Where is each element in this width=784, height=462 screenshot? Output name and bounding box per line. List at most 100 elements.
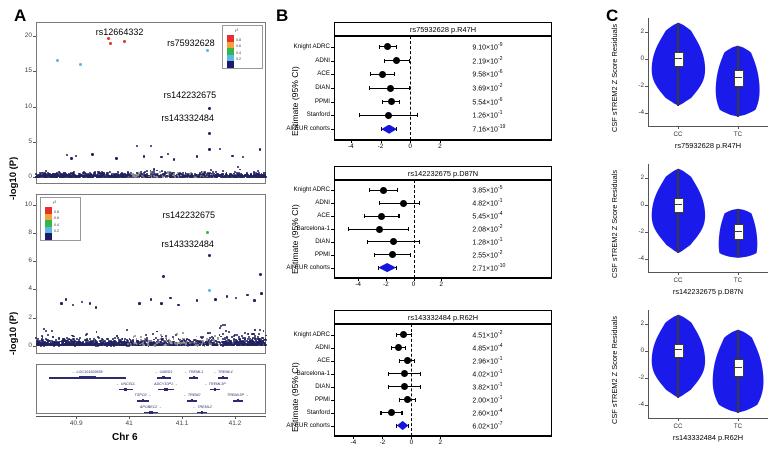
forest-frame [334,36,552,140]
snp-point [251,175,254,178]
snp-point [236,165,239,168]
snp-point [169,171,172,174]
x-tick-mark [678,418,679,421]
snp-point [155,336,158,339]
x-tick-label: 2 [438,143,442,150]
snp-point [126,172,129,175]
snp-point [224,175,227,178]
snp-point [187,341,190,344]
snp-point [64,173,67,176]
snp-point [221,170,224,173]
x-tick-label: 2 [439,281,443,288]
snp-point [154,344,157,347]
snp-point [235,338,237,341]
snp-point [254,172,257,174]
snp-point [134,175,137,178]
snp-point [253,335,256,338]
snp-point [202,172,205,175]
snp-point [127,171,130,173]
snp-point [121,174,124,177]
snp-point [70,157,73,160]
snp-point [61,174,64,177]
snp-point [260,173,263,176]
snp-point [61,175,64,178]
snp-point [228,172,231,175]
snp-point [41,171,43,174]
p-value: 3.82×10-1 [472,381,503,391]
p-value: 1.28×10-1 [472,236,503,247]
snp-point [67,339,69,341]
gene-exon [78,376,96,379]
ci-cap-high [395,44,397,49]
snp-point [171,175,174,178]
y-tick-mark [645,112,648,114]
snp-point [254,175,257,178]
snp-point [167,171,170,174]
snp-point [186,175,189,178]
snp-point [225,173,228,176]
x-tick-label: 41.2 [228,420,242,427]
snp-point [104,174,106,176]
ci-cap-high [419,384,421,389]
ci-cap-high [414,358,416,363]
y-tick-label: 2 [640,319,644,327]
snp-point [76,175,79,177]
snp-point [75,175,78,178]
snp-point [211,170,214,173]
snp-point [245,175,248,178]
snp-point [175,175,178,178]
snp-point [197,173,200,176]
legend-swatch [45,213,52,221]
snp-point [207,173,210,175]
snp-point [257,175,260,178]
snp-point [112,339,115,342]
snp-point [242,175,244,178]
p-value: 7.16×10-19 [472,124,506,134]
snp-point [164,173,167,175]
snp-point [116,173,119,176]
snp-point [258,174,261,177]
snp-point [101,175,104,178]
snp-point [74,174,77,177]
p-value: 2.19×10-2 [472,55,503,65]
cohort-tick [331,216,334,218]
snp-point [169,342,172,345]
cohort-label: Barcelona-1 [296,225,330,232]
cohort-label: PPMI [314,97,330,105]
snp-point [89,171,92,174]
snp-point [195,335,198,338]
ci-cap-high [410,252,412,257]
snp-point [223,323,226,326]
snp-point [225,329,228,332]
p-value: 3.85×10-5 [472,185,503,195]
cohort-label: ACE [317,356,330,364]
p-value: 2.60×10-4 [472,407,503,417]
snp-point [157,338,160,341]
gene-exon [236,399,239,402]
snp-point [49,174,52,177]
snp-point [166,175,169,178]
snp-point [86,342,89,345]
legend-swatch [227,48,234,55]
y-tick-label: 8 [28,229,32,237]
snp-point [63,175,66,178]
snp-point [156,174,159,177]
snp-point [161,172,164,175]
x-tick-label: -4 [355,281,361,288]
snp-point [167,339,170,342]
snp-point [52,335,55,338]
y-tick-mark [645,350,648,352]
gene-name-TREML2: ← TREML2 [192,404,212,409]
snp-point [229,175,231,178]
gene-name-TREM2: ← TREM2 [183,393,201,397]
snp-point [135,175,138,178]
violin-ylabel: CSF sTREM2 Z Score Residuals [610,315,619,424]
cohort-label: PPMI [314,395,330,403]
snp-point [254,174,257,176]
snp-point [91,175,94,178]
ci-cap-low [378,44,380,49]
y-tick-mark [33,106,36,108]
snp-point [260,292,263,295]
snp-point [46,174,49,176]
gene-exon [213,387,216,391]
